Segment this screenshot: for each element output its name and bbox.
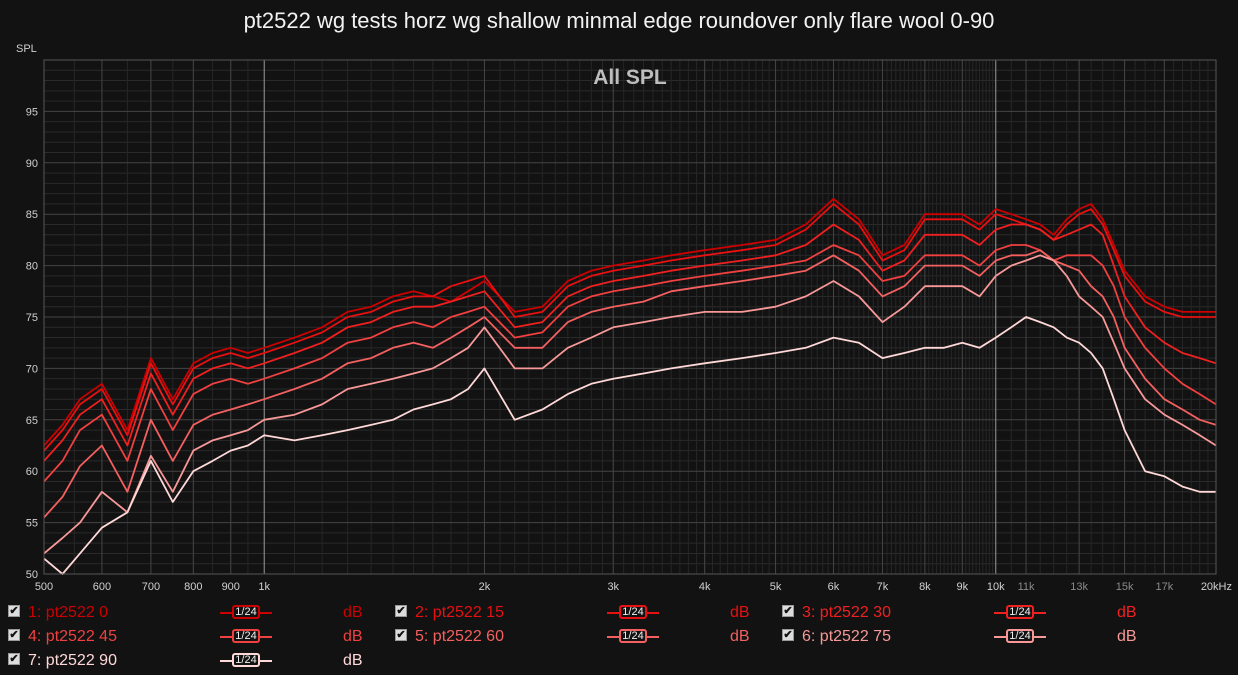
legend-checkbox[interactable]: ✔ [8, 629, 20, 641]
y-tick-label: 70 [26, 363, 38, 375]
smoothing-control[interactable]: 1/24 [607, 604, 659, 620]
x-tick-label: 15k [1116, 581, 1134, 593]
x-tick-label: 11k [1018, 581, 1035, 593]
smoothing-control[interactable]: 1/24 [994, 628, 1046, 644]
x-tick-label: 7k [877, 581, 889, 593]
y-tick-label: 85 [26, 209, 38, 221]
chart-title: pt2522 wg tests horz wg shallow minmal e… [243, 8, 995, 33]
series-line-5 [43, 249, 1217, 519]
legend-unit: dB [343, 604, 363, 621]
legend-checkbox[interactable]: ✔ [8, 605, 20, 617]
legend-item: ✔ 1: pt2522 0 1/24 dB [8, 603, 388, 623]
x-tick-label: 10k [987, 581, 1005, 593]
legend-item: ✔ 6: pt2522 75 1/24 dB [782, 627, 1162, 647]
legend-item: ✔ 2: pt2522 15 1/24 dB [395, 603, 775, 623]
smoothing-control[interactable]: 1/24 [220, 604, 272, 620]
x-tick-label: 5k [770, 581, 782, 593]
smoothing-value: 1/24 [1006, 629, 1034, 643]
smoothing-value: 1/24 [232, 629, 260, 643]
series-lines [43, 197, 1217, 575]
x-tick-label: 800 [184, 581, 202, 593]
smoothing-value: 1/24 [1006, 605, 1034, 619]
legend-label: 5: pt2522 60 [415, 628, 504, 645]
y-tick-label: 95 [26, 106, 38, 118]
legend-checkbox[interactable]: ✔ [782, 605, 794, 617]
x-tick-label: 2k [479, 581, 491, 593]
smoothing-control[interactable]: 1/24 [220, 652, 272, 668]
legend-unit: dB [343, 628, 363, 645]
series-line-1 [43, 197, 1216, 447]
legend-label: 2: pt2522 15 [415, 604, 504, 621]
smoothing-control[interactable]: 1/24 [607, 628, 659, 644]
legend-item: ✔ 5: pt2522 60 1/24 dB [395, 627, 775, 647]
series-line-4 [43, 244, 1217, 483]
y-axis-label: SPL [16, 43, 37, 55]
smoothing-value: 1/24 [232, 653, 260, 667]
legend-label: 4: pt2522 45 [28, 628, 117, 645]
series-line-2 [43, 203, 1216, 452]
x-tick-label: 700 [142, 581, 160, 593]
legend-unit: dB [1117, 604, 1137, 621]
legend-checkbox[interactable]: ✔ [782, 629, 794, 641]
legend-checkbox[interactable]: ✔ [395, 605, 407, 617]
series-line-7 [43, 316, 1216, 575]
legend-label: 1: pt2522 0 [28, 604, 109, 621]
y-tick-label: 60 [26, 466, 38, 478]
y-tick-label: 90 [26, 158, 38, 170]
spl-chart[interactable]: All SPL SPL 50 55 60 65 70 75 80 85 90 95 500 600 7… [0, 0, 1238, 600]
x-tick-label: 9k [956, 581, 968, 593]
legend-label: 6: pt2522 75 [802, 628, 891, 645]
y-tick-label: 50 [26, 569, 38, 581]
smoothing-value: 1/24 [232, 605, 260, 619]
y-tick-label: 80 [26, 261, 38, 273]
x-tick-label: 500 [35, 581, 53, 593]
smoothing-value: 1/24 [619, 605, 647, 619]
y-tick-labels: 50 55 60 65 70 75 80 85 90 95 [26, 106, 38, 581]
smoothing-control[interactable]: 1/24 [994, 604, 1046, 620]
x-tick-label: 17k [1155, 581, 1173, 593]
legend-unit: dB [730, 604, 750, 621]
x-tick-label: 1k [258, 581, 270, 593]
x-tick-label: 3k [607, 581, 619, 593]
x-tick-label: 8k [919, 581, 931, 593]
legend-item: ✔ 3: pt2522 30 1/24 dB [782, 603, 1162, 623]
plot-border [43, 59, 1217, 575]
x-tick-label: 600 [93, 581, 111, 593]
smoothing-control[interactable]: 1/24 [220, 628, 272, 644]
x-tick-label: 6k [828, 581, 840, 593]
legend-label: 7: pt2522 90 [28, 652, 117, 669]
legend-checkbox[interactable]: ✔ [395, 629, 407, 641]
y-tick-label: 65 [26, 415, 38, 427]
x-tick-label: 900 [222, 581, 240, 593]
series-line-6 [43, 254, 1217, 555]
legend-unit: dB [1117, 628, 1137, 645]
legend-label: 3: pt2522 30 [802, 604, 891, 621]
legend-item: ✔ 4: pt2522 45 1/24 dB [8, 627, 388, 647]
x-tick-label: 13k [1070, 581, 1088, 593]
y-tick-label: 75 [26, 312, 38, 324]
legend-item: ✔ 7: pt2522 90 1/24 dB [8, 651, 388, 671]
x-tick-labels: 500 600 700 800 900 1k 2k 3k 4k 5k 6k 7k 8k 9k 10k 11k 1… [35, 581, 1232, 593]
x-tick-label: 4k [699, 581, 711, 593]
legend-unit: dB [343, 652, 363, 669]
legend-checkbox[interactable]: ✔ [8, 653, 20, 665]
inner-title: All SPL [593, 66, 667, 89]
series-line-3 [43, 223, 1217, 462]
legend-unit: dB [730, 628, 750, 645]
smoothing-value: 1/24 [619, 629, 647, 643]
y-tick-label: 55 [26, 518, 38, 530]
x-tick-label: 20kHz [1201, 581, 1232, 593]
